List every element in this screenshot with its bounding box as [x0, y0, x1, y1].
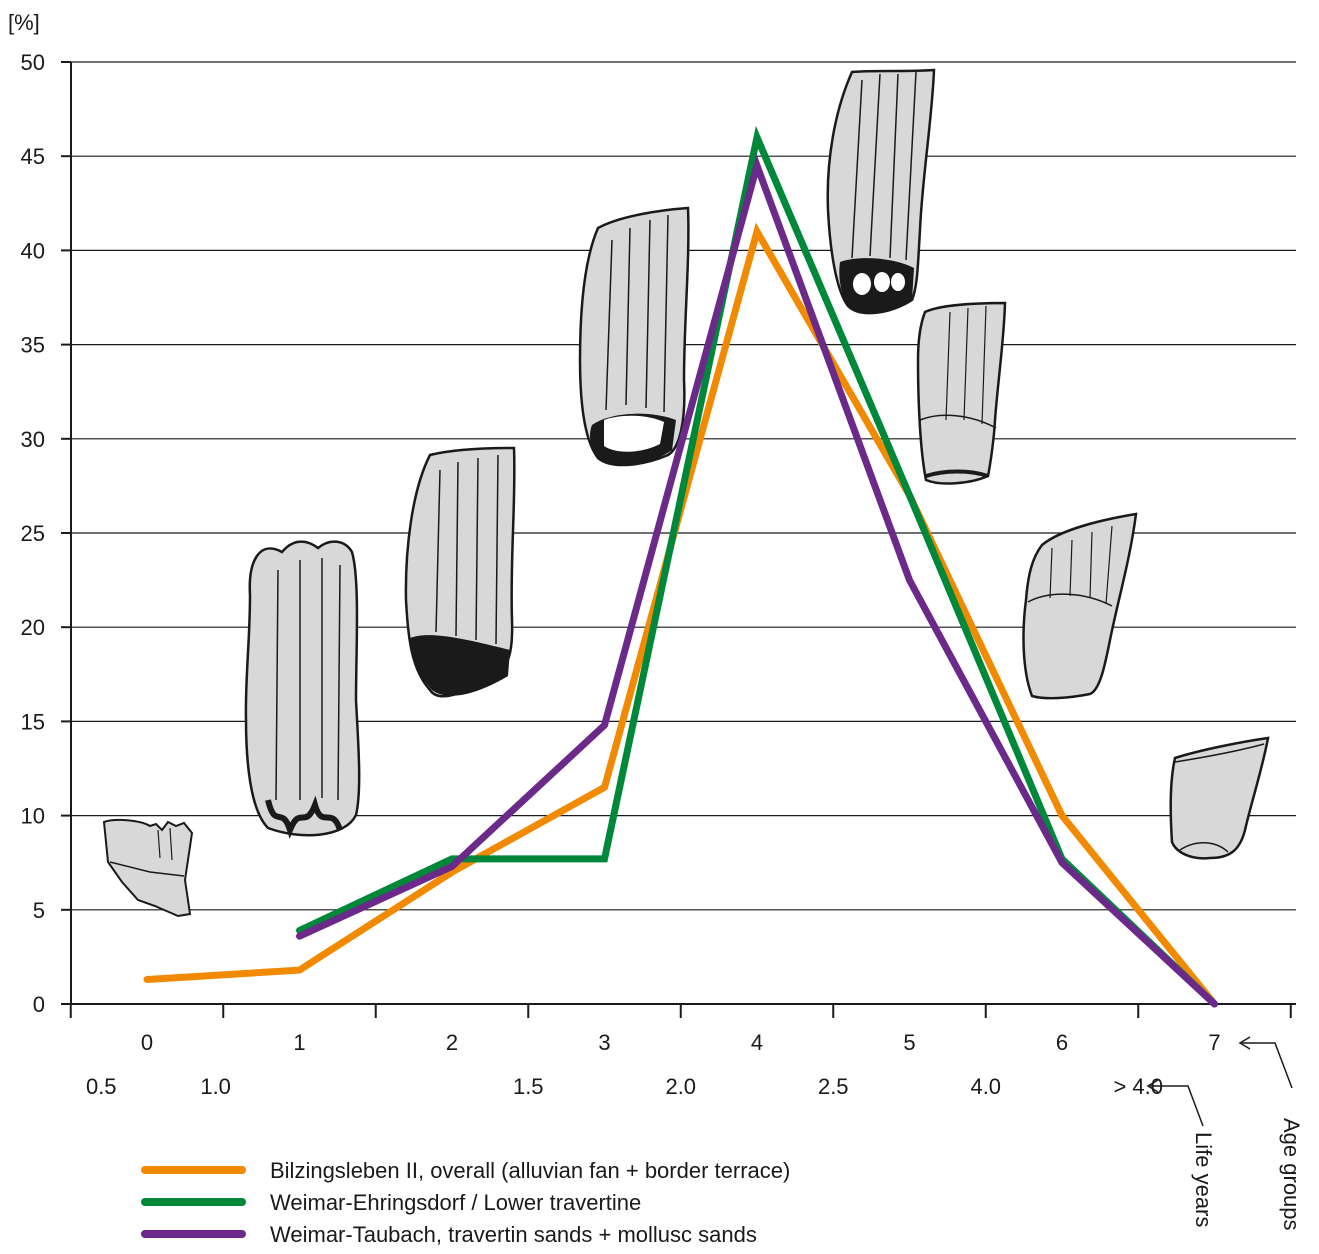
age-group-tick-label: 0 [141, 1030, 153, 1055]
age-group-tick-label: 3 [598, 1030, 610, 1055]
y-tick-label: 50 [21, 50, 45, 75]
tooth-age-6-icon [1022, 512, 1138, 700]
age-group-tick-label: 2 [446, 1030, 458, 1055]
y-tick-label: 30 [21, 427, 45, 452]
age-group-tick-labels: 0 1 2 3 4 5 6 7 [141, 1030, 1221, 1055]
tooth-age-4-icon [826, 68, 936, 315]
age-group-tick-label: 7 [1208, 1030, 1220, 1055]
life-year-tick-label: 1.5 [513, 1074, 544, 1099]
age-group-tick-label: 4 [751, 1030, 763, 1055]
age-groups-label: Age groups [1279, 1118, 1304, 1231]
age-group-tick-label: 1 [293, 1030, 305, 1055]
age-groups-arrowhead-icon [1238, 1036, 1251, 1050]
tooth-age-1-icon [244, 540, 361, 839]
y-tick-label: 5 [33, 898, 45, 923]
legend-label: Weimar-Ehringsdorf / Lower travertine [270, 1190, 641, 1215]
life-year-tick-label: 2.0 [665, 1074, 696, 1099]
life-year-tick-label: 4.0 [970, 1074, 1001, 1099]
life-year-tick-labels: 0.5 1.0 1.5 2.0 2.5 4.0 > 4.0 [86, 1074, 1163, 1099]
y-tick-label: 25 [21, 521, 45, 546]
y-tick-label: 15 [21, 709, 45, 734]
life-years-label: Life years [1191, 1132, 1216, 1227]
y-tick-label: 20 [21, 615, 45, 640]
axis-label-arrows [1146, 1036, 1293, 1127]
tooth-age-3-icon [578, 206, 690, 467]
series-lines [143, 125, 1218, 1008]
y-tick-label: 40 [21, 238, 45, 263]
life-years-arrowhead-icon [1146, 1079, 1159, 1093]
y-tick-label: 45 [21, 144, 45, 169]
y-axis-ticks: 0 5 10 15 20 25 30 35 40 45 50 [21, 50, 71, 1017]
legend: Bilzingsleben II, overall (alluvian fan … [141, 1158, 790, 1247]
age-groups-arrow-icon [1242, 1042, 1293, 1089]
age-group-tick-label: 5 [903, 1030, 915, 1055]
tooth-age-0-icon [102, 818, 194, 918]
tooth-age-7-icon [1169, 736, 1270, 860]
age-group-tick-label: 6 [1056, 1030, 1068, 1055]
x-axis-ticks [69, 1004, 1292, 1018]
life-year-tick-label: 0.5 [86, 1074, 117, 1099]
legend-label: Bilzingsleben II, overall (alluvian fan … [270, 1158, 790, 1183]
tooth-age-5-icon [916, 301, 1007, 485]
tooth-illustrations [102, 68, 1270, 918]
life-years-arrow-icon [1150, 1085, 1204, 1127]
y-axis-label: [%] [8, 10, 40, 35]
y-tick-label: 10 [21, 804, 45, 829]
y-tick-label: 35 [21, 333, 45, 358]
y-tick-label: 0 [33, 992, 45, 1017]
life-year-tick-label: 1.0 [200, 1074, 231, 1099]
legend-label: Weimar-Taubach, travertin sands + mollus… [270, 1222, 757, 1247]
life-year-tick-label: 2.5 [818, 1074, 849, 1099]
tooth-age-2-icon [404, 446, 516, 698]
